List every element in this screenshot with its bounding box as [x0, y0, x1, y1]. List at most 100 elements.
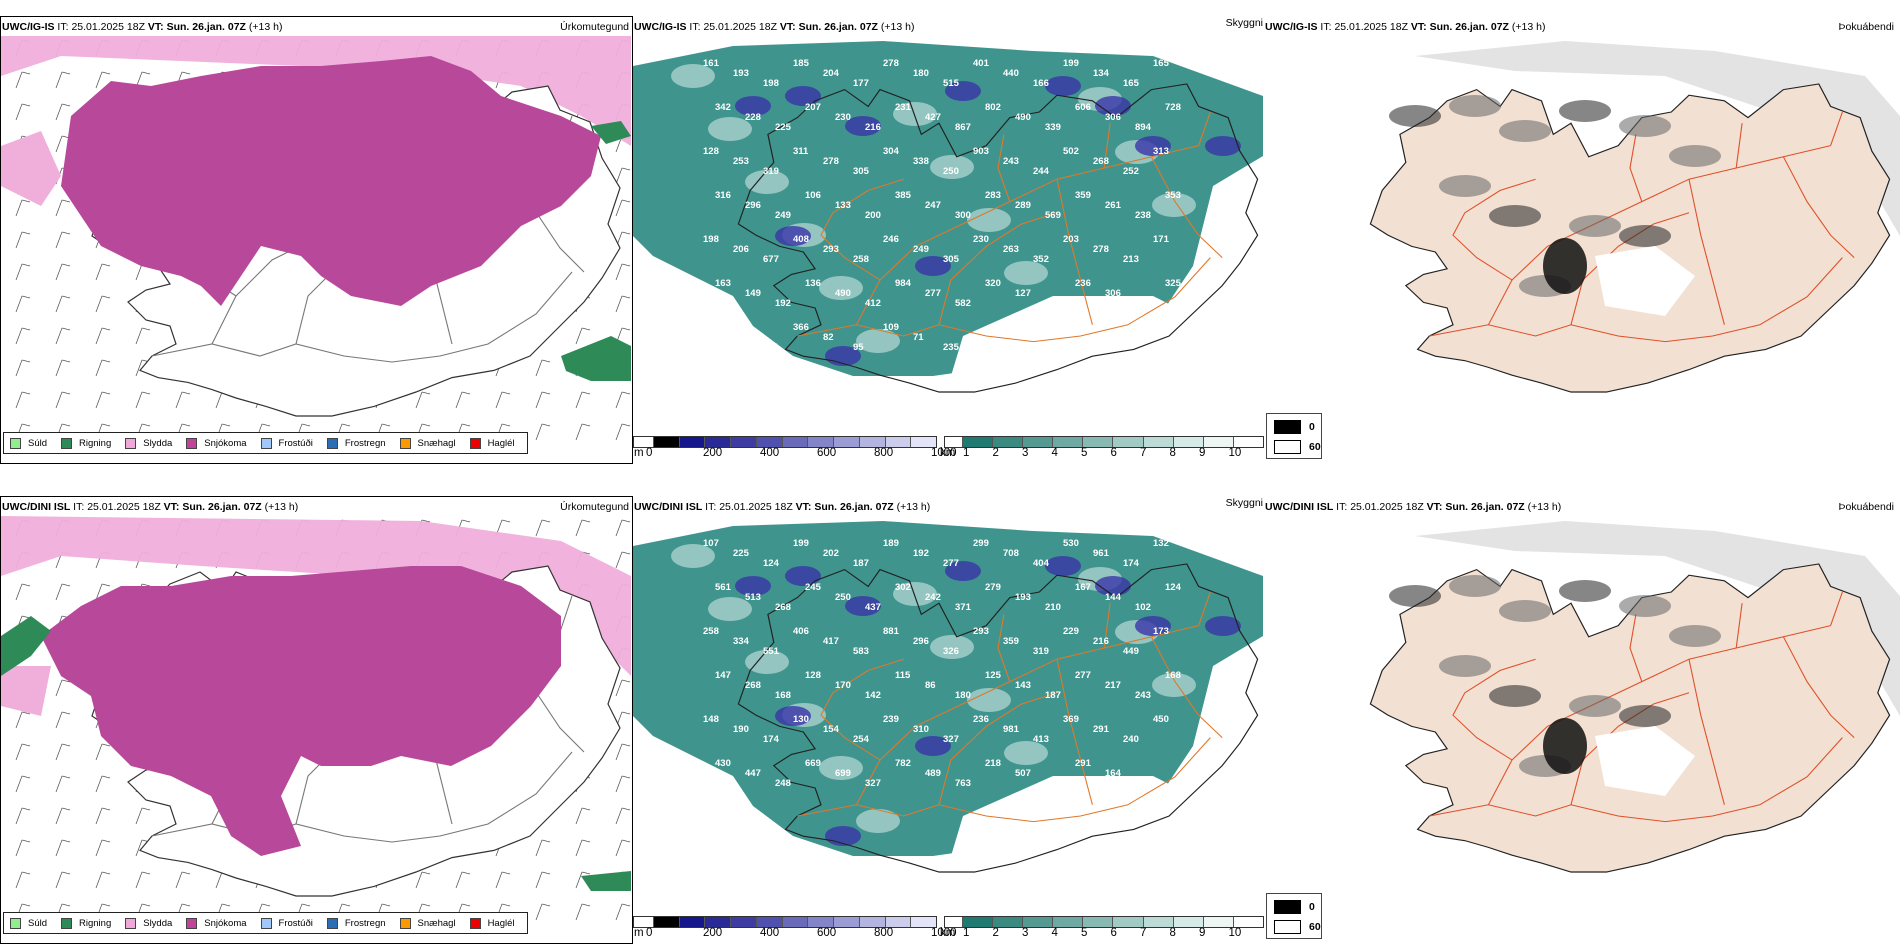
precip-legend-label: Frostúði: [278, 437, 313, 449]
terrain-shading: [1559, 580, 1611, 602]
cloud-base-value: 258: [853, 254, 869, 265]
cloud-base-value: 304: [883, 146, 900, 157]
wind-barb: [575, 423, 591, 441]
wind-barb: [95, 359, 111, 377]
road-line: [820, 178, 904, 281]
cloud-base-value: 243: [1135, 690, 1151, 701]
panel-title-fog: Þokuábendi: [1838, 501, 1894, 513]
it-value: 25.01.2025 18Z: [1350, 501, 1424, 513]
cloud-base-value: 165: [1153, 58, 1170, 69]
terrain-shading: [1559, 100, 1611, 122]
lead-time: (+13 h): [1511, 21, 1546, 33]
visibility-tick-label: 6: [1110, 927, 1117, 939]
cloud-base-value: 296: [745, 200, 761, 211]
cloud-base-value: 198: [763, 78, 779, 89]
cloud-base-value: 421: [763, 342, 780, 353]
cloud-base-value: 569: [1045, 210, 1061, 221]
visibility-colorbar-segment: [1113, 437, 1144, 447]
fog-indicator-map: [1369, 41, 1900, 393]
visibility-patch: [708, 597, 752, 621]
lead-time: (+13 h): [248, 21, 283, 33]
visibility-patch: [856, 329, 900, 353]
wind-barb: [495, 391, 511, 409]
precip-legend-swatch: [61, 917, 73, 929]
low-cloud-patch: [1095, 96, 1131, 116]
road-line: [1452, 658, 1536, 761]
wind-barb: [15, 359, 31, 377]
cloud-base-value: 238: [1135, 210, 1151, 221]
visibility-patch: [930, 635, 974, 659]
cloud-base-value: 228: [745, 112, 761, 123]
cloud-base-value: 128: [703, 146, 719, 157]
road-line: [997, 134, 1011, 202]
cloud-base-value: 124: [1165, 582, 1182, 593]
cloud-base-value: 320: [985, 278, 1001, 289]
cloud-base-value: 180: [955, 690, 971, 701]
cloud-base-value: 278: [823, 156, 839, 167]
cloud-base-value: 250: [943, 166, 959, 177]
cloud-base-value: 216: [1093, 636, 1109, 647]
visibility-patch: [1152, 673, 1196, 697]
cloud-base-value: 193: [733, 68, 749, 79]
cloud-base-value: 291: [1075, 758, 1092, 769]
road-line: [1056, 659, 1093, 805]
height-colorbar-segment: [756, 917, 783, 927]
cloud-base-value: 293: [823, 244, 839, 255]
it-label: IT:: [1336, 501, 1348, 513]
wind-barb: [55, 359, 71, 377]
road-line: [820, 658, 904, 761]
fog-legend-label-1: 60: [1309, 441, 1321, 453]
sleet-area: [1, 666, 51, 716]
cloud-base-value: 352: [1033, 254, 1049, 265]
wind-barb: [15, 263, 31, 281]
wind-barb: [55, 807, 71, 825]
cloud-base-value: 334: [733, 636, 750, 647]
visibility-tick-label: 2: [992, 447, 999, 459]
precip-legend-label: Slydda: [143, 437, 173, 449]
wind-barb: [55, 711, 71, 729]
precip-legend-swatch: [260, 437, 272, 449]
cloud-base-value: 313: [1153, 146, 1169, 157]
wind-barb: [55, 743, 71, 761]
cloud-base-value: 190: [733, 724, 749, 735]
cloud-base-value: 173: [1153, 626, 1169, 637]
wind-barb: [15, 231, 31, 249]
precip-type-panel: UWC/DINI ISL IT: 25.01.2025 18Z VT: Sun.…: [0, 480, 633, 944]
wind-barb: [535, 903, 551, 921]
cloud-base-value: 199: [1063, 58, 1079, 69]
cloud-base-value: 235: [943, 342, 960, 353]
height-tick-label: 600: [817, 447, 837, 459]
cloud-base-value: 263: [1003, 244, 1019, 255]
cloud-base-value: 302: [895, 582, 911, 593]
precip-legend-item: Slydda: [125, 917, 172, 929]
wind-barb: [95, 391, 111, 409]
forecast-row: UWC/DINI ISL IT: 25.01.2025 18Z VT: Sun.…: [0, 480, 1900, 950]
terrain-shading: [1669, 145, 1721, 167]
vt-value: Sun. 26.jan. 07Z: [1445, 501, 1525, 513]
height-colorbar-segment: [834, 917, 860, 927]
fog-legend-swatch-0: [1274, 420, 1301, 434]
wind-barb: [95, 295, 111, 313]
cloud-base-value: 168: [775, 690, 791, 701]
lead-time: (+13 h): [880, 21, 915, 33]
visibility-tick-label: 10: [1228, 447, 1242, 459]
panel-title-precip-type: Úrkomutegund: [560, 501, 629, 513]
precip-type-map: [1, 516, 631, 921]
low-cloud-patch: [1045, 76, 1081, 96]
visibility-patch: [1152, 193, 1196, 217]
panel-title-precip-type: Úrkomutegund: [560, 21, 629, 33]
cloud-base-value: 463: [1135, 298, 1151, 309]
panel-title-cloud: Skyggni: [1225, 17, 1263, 29]
cloud-base-value: 230: [835, 112, 851, 123]
road-line: [797, 737, 1211, 823]
cloud-base-value: 132: [1153, 538, 1169, 549]
wind-barb: [15, 807, 31, 825]
precip-legend-swatch: [10, 437, 21, 449]
wind-barb: [15, 583, 31, 601]
visibility-patch: [1004, 741, 1048, 765]
cloud-base-value: 229: [1063, 626, 1079, 637]
wind-barb: [15, 391, 31, 409]
cloud-base-value: 268: [1093, 156, 1109, 167]
road-line: [1150, 636, 1223, 738]
wind-barb: [55, 295, 71, 313]
